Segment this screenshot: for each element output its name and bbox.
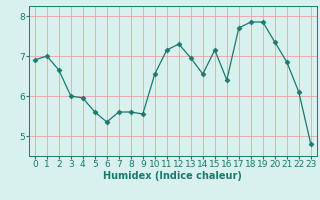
X-axis label: Humidex (Indice chaleur): Humidex (Indice chaleur) <box>103 171 242 181</box>
